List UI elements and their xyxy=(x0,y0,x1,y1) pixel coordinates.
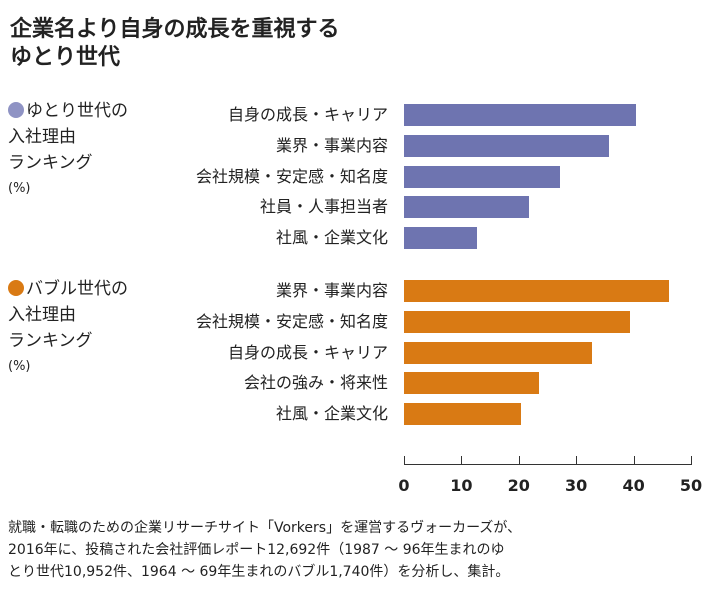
legend-dot-icon xyxy=(8,280,24,296)
x-tick xyxy=(518,456,520,465)
legend-label: バブル世代の xyxy=(26,279,128,299)
bar xyxy=(404,227,477,250)
category-label: 社員・人事担当者 xyxy=(259,197,388,217)
x-axis xyxy=(404,464,692,465)
bar xyxy=(404,341,593,364)
source-note: 就職・転職のための企業リサーチサイト「Vorkers」を運営するヴォーカーズが、… xyxy=(8,517,708,583)
x-tick-label: 20 xyxy=(507,476,530,495)
category-label: 業界・事業内容 xyxy=(275,281,388,300)
x-tick-label: 30 xyxy=(565,476,588,495)
legend-dot-icon xyxy=(8,102,24,118)
legend-label: ゆとり世代の xyxy=(26,101,128,121)
bar xyxy=(404,403,521,426)
legend-yutori: ゆとり世代の 入社理由 ランキング (%) xyxy=(8,98,128,202)
x-tick xyxy=(461,456,463,465)
category-label: 社風・企業文化 xyxy=(275,228,388,248)
x-tick xyxy=(633,456,635,465)
x-tick xyxy=(576,456,578,465)
bar xyxy=(404,372,540,395)
bar xyxy=(404,104,636,126)
legend-unit: (%) xyxy=(8,359,31,374)
bar xyxy=(404,310,631,333)
category-label: 会社の強み・将来性 xyxy=(243,373,388,393)
bar xyxy=(404,196,530,219)
x-tick-label: 40 xyxy=(622,476,645,495)
x-tick xyxy=(404,456,405,465)
note-line: 2016年に、投稿された会社評価レポート12,692件（1987 ～ 96年生ま… xyxy=(8,542,505,558)
legend-bubble: バブル世代の 入社理由 ランキング (%) xyxy=(8,276,128,380)
legend-label: 入社理由 xyxy=(8,305,76,325)
note-line: とり世代10,952件、1964 ～ 69年生まれのバブル1,740件）を分析し… xyxy=(8,564,510,580)
x-tick-label: 0 xyxy=(398,476,410,495)
legend-unit: (%) xyxy=(8,181,31,196)
x-tick xyxy=(691,456,692,465)
category-label: 会社規模・安定感・知名度 xyxy=(195,166,388,186)
chart-title-line1: 企業名より自身の成長を重視する xyxy=(10,17,340,42)
chart-title-line2: ゆとり世代 xyxy=(10,45,121,70)
legend-label: ランキング xyxy=(8,153,93,173)
category-label: 業界・事業内容 xyxy=(275,135,388,155)
x-tick-label: 10 xyxy=(450,476,473,495)
legend-label: ランキング xyxy=(8,331,93,351)
category-label: 社風・企業文化 xyxy=(275,404,388,424)
category-label: 会社規模・安定感・知名度 xyxy=(195,311,388,331)
legend-label: 入社理由 xyxy=(8,127,76,147)
category-label: 自身の成長・キャリア xyxy=(227,342,388,362)
x-tick-label: 50 xyxy=(679,476,703,495)
bar xyxy=(404,134,610,157)
note-line: 就職・転職のための企業リサーチサイト「Vorkers」を運営するヴォーカーズが、 xyxy=(8,520,522,536)
bar xyxy=(404,165,561,188)
bar xyxy=(404,280,669,302)
category-label: 自身の成長・キャリア xyxy=(227,105,388,124)
